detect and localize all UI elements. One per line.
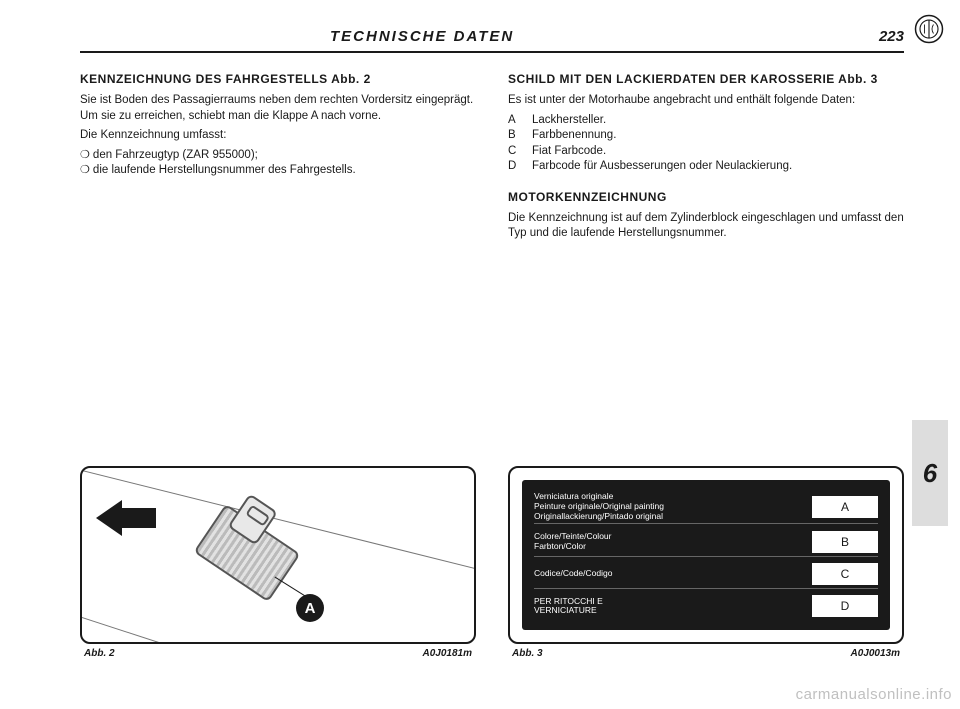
plate-row: Codice/Code/Codigo C (534, 561, 878, 589)
content-columns: KENNZEICHNUNG DES FAHRGESTELLS Abb. 2 Si… (80, 71, 904, 246)
def-key: C (508, 144, 522, 160)
plate-text: Verniciatura originale Peinture original… (534, 492, 802, 521)
page: TECHNISCHE DATEN 223 KENNZEICHNUNG DES F… (0, 0, 960, 709)
watermark: carmanualsonline.info (796, 686, 952, 703)
plate-row: Colore/Teinte/Colour Farbton/Color B (534, 528, 878, 556)
brand-logo (914, 14, 944, 44)
left-para-2: Die Kennzeichnung umfasst: (80, 128, 476, 144)
plate-row: Verniciatura originale Peinture original… (534, 490, 878, 524)
figure-2: A Abb. 2 A0J0181m (80, 466, 476, 659)
plate-box: C (812, 563, 878, 585)
callout-a-badge: A (296, 594, 324, 622)
def-key: A (508, 113, 522, 129)
def-row: D Farbcode für Ausbesserungen oder Neula… (508, 159, 904, 175)
def-val: Fiat Farbcode. (532, 144, 606, 160)
def-val: Farbcode für Ausbesserungen oder Neulack… (532, 159, 792, 175)
chapter-number: 6 (923, 458, 937, 489)
page-number: 223 (879, 28, 904, 45)
floor-flap-illustration (193, 504, 300, 602)
def-val: Lackhersteller. (532, 113, 606, 129)
def-row: B Farbbenennung. (508, 128, 904, 144)
plate-text: Codice/Code/Codigo (534, 569, 802, 579)
figure-label: Abb. 3 (512, 648, 543, 659)
figure-2-caption: Abb. 2 A0J0181m (80, 648, 476, 659)
plate-row: PER RITOCCHI E VERNICIATURE D (534, 593, 878, 620)
chapter-tab: 6 (912, 420, 948, 526)
list-item: die laufende Herstellungsnummer des Fahr… (80, 163, 476, 179)
def-key: D (508, 159, 522, 175)
left-para-1: Sie ist Boden des Passagierraums neben d… (80, 93, 476, 124)
left-bullets: den Fahrzeugtyp (ZAR 955000); die laufen… (80, 148, 476, 179)
figure-3-caption: Abb. 3 A0J0013m (508, 648, 904, 659)
right-heading-1: SCHILD MIT DEN LACKIERDATEN DER KAROSSER… (508, 71, 904, 87)
line-decoration (82, 617, 476, 644)
list-item: den Fahrzeugtyp (ZAR 955000); (80, 148, 476, 164)
page-header: TECHNISCHE DATEN 223 (80, 28, 904, 53)
def-row: A Lackhersteller. (508, 113, 904, 129)
figure-2-frame: A (80, 466, 476, 644)
plate-text: Colore/Teinte/Colour Farbton/Color (534, 532, 802, 552)
plate-box: D (812, 595, 878, 617)
figure-row: A Abb. 2 A0J0181m Verniciatura originale… (80, 466, 904, 659)
left-heading: KENNZEICHNUNG DES FAHRGESTELLS Abb. 2 (80, 71, 476, 87)
right-para-2: Die Kennzeichnung ist auf dem Zylinderbl… (508, 211, 904, 242)
figure-3: Verniciatura originale Peinture original… (508, 466, 904, 659)
right-para-1: Es ist unter der Motorhaube angebracht u… (508, 93, 904, 109)
arrow-icon (96, 500, 122, 536)
definition-list: A Lackhersteller. B Farbbenennung. C Fia… (508, 113, 904, 175)
figure-3-frame: Verniciatura originale Peinture original… (508, 466, 904, 644)
header-title: TECHNISCHE DATEN (330, 28, 514, 45)
right-heading-2: MOTORKENNZEICHNUNG (508, 189, 904, 205)
def-val: Farbbenennung. (532, 128, 616, 144)
paint-data-plate: Verniciatura originale Peinture original… (522, 480, 890, 630)
callout-leader (274, 577, 305, 597)
figure-code: A0J0013m (851, 648, 900, 659)
right-column: SCHILD MIT DEN LACKIERDATEN DER KAROSSER… (508, 71, 904, 246)
left-column: KENNZEICHNUNG DES FAHRGESTELLS Abb. 2 Si… (80, 71, 476, 246)
figure-label: Abb. 2 (84, 648, 115, 659)
plate-box: A (812, 496, 878, 518)
def-key: B (508, 128, 522, 144)
def-row: C Fiat Farbcode. (508, 144, 904, 160)
plate-box: B (812, 531, 878, 553)
figure-code: A0J0181m (423, 648, 472, 659)
plate-text: PER RITOCCHI E VERNICIATURE (534, 597, 802, 617)
